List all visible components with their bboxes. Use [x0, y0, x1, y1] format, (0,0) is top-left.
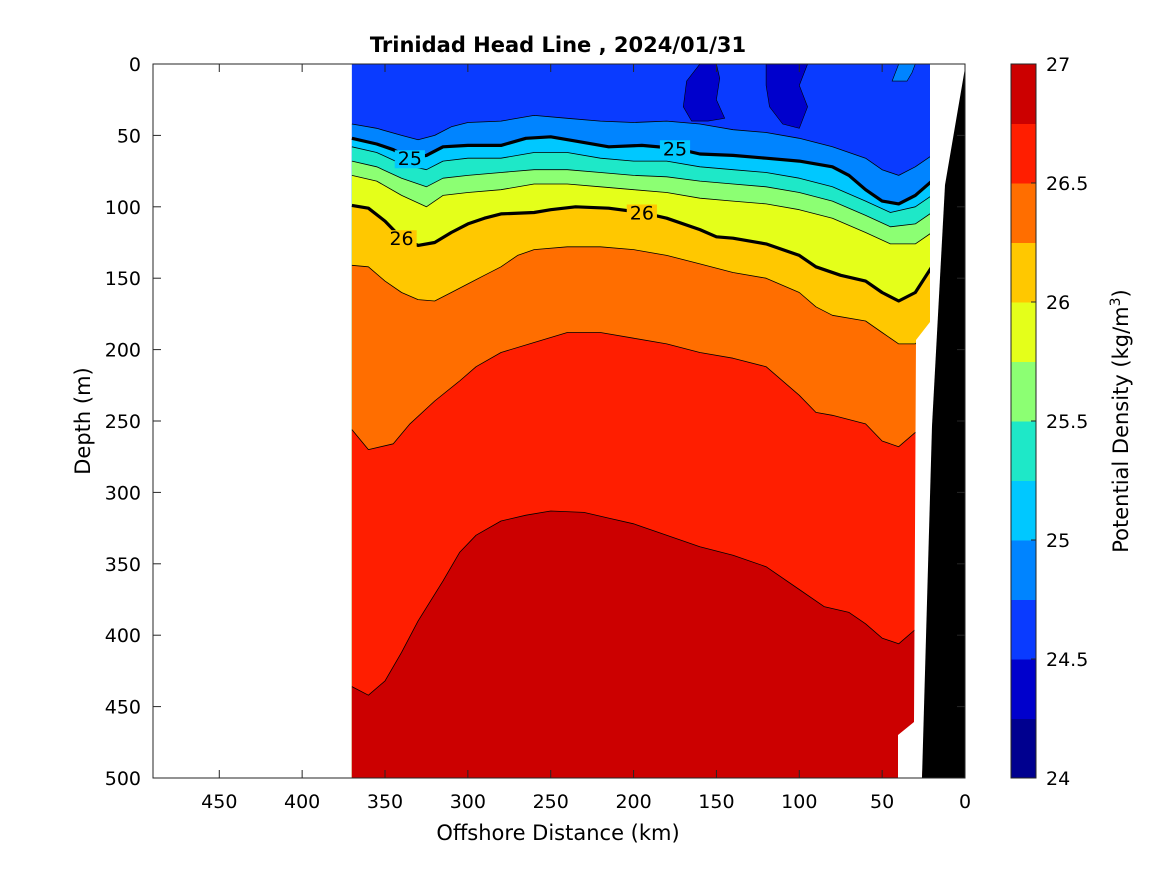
x-axis-label: Offshore Distance (km): [436, 821, 679, 845]
y-tick-label: 200: [105, 340, 141, 362]
colorbar-label: Potential Density (kg/m3): [1108, 289, 1133, 553]
contour-label-background: [394, 150, 425, 169]
x-tick-label: 400: [284, 791, 320, 813]
colorbar-tick-label: 24: [1046, 768, 1070, 790]
colorbar: 24 24.5 25 25.5 26 26.5 27: [1010, 54, 1088, 790]
y-tick-label: 150: [105, 268, 141, 290]
contour-fills: [351, 64, 932, 778]
x-tick-label: 350: [367, 791, 403, 813]
contour-labels: 25 25 26 26: [386, 138, 691, 250]
x-tick-label: 50: [870, 791, 894, 813]
colorbar-label-text: Potential Density (kg/m: [1109, 306, 1133, 552]
isopycnal-line: [351, 332, 924, 451]
contour-label: 26: [630, 203, 654, 225]
y-tick-label: 50: [117, 125, 141, 147]
contour-label: 25: [398, 148, 422, 170]
isopycnal-line: [351, 146, 933, 213]
colorbar-tick-label: 27: [1046, 54, 1070, 76]
colorbar-swatch: [1011, 242, 1036, 303]
y-tick-label: 350: [105, 554, 141, 576]
isopycnal-line: [351, 160, 933, 228]
x-tick-label: 300: [450, 791, 486, 813]
density-band: [351, 511, 932, 778]
x-tick-label: 450: [201, 791, 237, 813]
x-tick-label: 100: [781, 791, 817, 813]
colorbar-swatch: [1011, 421, 1036, 481]
contour-label-background: [626, 204, 657, 223]
colorbar-swatch: [1011, 361, 1036, 422]
isopycnal-line: [351, 246, 924, 345]
colorbar-swatch: [1011, 480, 1036, 541]
x-tick-label: 200: [615, 791, 651, 813]
x-tick-label: 150: [698, 791, 734, 813]
colorbar-tick-label: 24.5: [1046, 649, 1088, 671]
x-tick-label: 250: [533, 791, 569, 813]
isopycnal-line: [351, 115, 933, 176]
colorbar-swatch: [1011, 599, 1036, 660]
isopycnal-line: [351, 203, 934, 303]
y-tick-label: 400: [105, 625, 141, 647]
contour-label: 26: [389, 228, 413, 250]
isopycnal-line: [351, 135, 933, 206]
colorbar-swatch: [1011, 718, 1036, 779]
colorbar-swatch: [1011, 540, 1036, 600]
contour-lines: [351, 115, 934, 696]
y-tick-label: 100: [105, 197, 141, 219]
colorbar-swatch: [1011, 659, 1036, 719]
colorbar-swatch: [1011, 123, 1036, 184]
density-band-lightest: [682, 64, 726, 122]
x-tick-label: 0: [959, 791, 971, 813]
y-tick-label: 0: [129, 54, 141, 76]
y-axis-label: Depth (m): [71, 367, 95, 474]
isopycnal-line: [351, 175, 933, 245]
colorbar-tick-label: 26.5: [1046, 173, 1088, 195]
y-tick-label: 450: [105, 697, 141, 719]
density-band-lightest: [765, 64, 808, 129]
isopycnal-line: [351, 510, 924, 696]
colorbar-label-tail: ): [1109, 289, 1133, 297]
chart-title: Trinidad Head Line , 2024/01/31: [370, 33, 746, 57]
colorbar-swatch: [1011, 183, 1036, 243]
density-band-lighter: [891, 64, 916, 82]
contour-label: 25: [663, 138, 687, 160]
bathymetry-seafloor: [922, 68, 965, 778]
colorbar-tick-label: 25.5: [1046, 411, 1088, 433]
contour-label-background: [386, 230, 417, 249]
x-axis-ticks: 450 400 350 300 250 200 150 100 50 0: [201, 64, 971, 813]
colorbar-tick-label: 26: [1046, 292, 1070, 314]
colorbar-swatch: [1011, 302, 1036, 362]
colorbar-label-superscript: 3: [1108, 297, 1124, 306]
colorbar-tick-label: 25: [1046, 530, 1070, 552]
y-tick-label: 250: [105, 411, 141, 433]
contour-label-background: [659, 140, 691, 159]
y-axis-ticks: 0 50 100 150 200 250 300 350 400 450 500: [105, 54, 965, 790]
y-tick-label: 500: [105, 768, 141, 790]
y-tick-label: 300: [105, 482, 141, 504]
colorbar-swatch: [1011, 64, 1036, 124]
colorbar-ticks: 24 24.5 25 25.5 26 26.5 27: [1031, 54, 1088, 790]
colorbar-swatches: [1011, 64, 1036, 779]
